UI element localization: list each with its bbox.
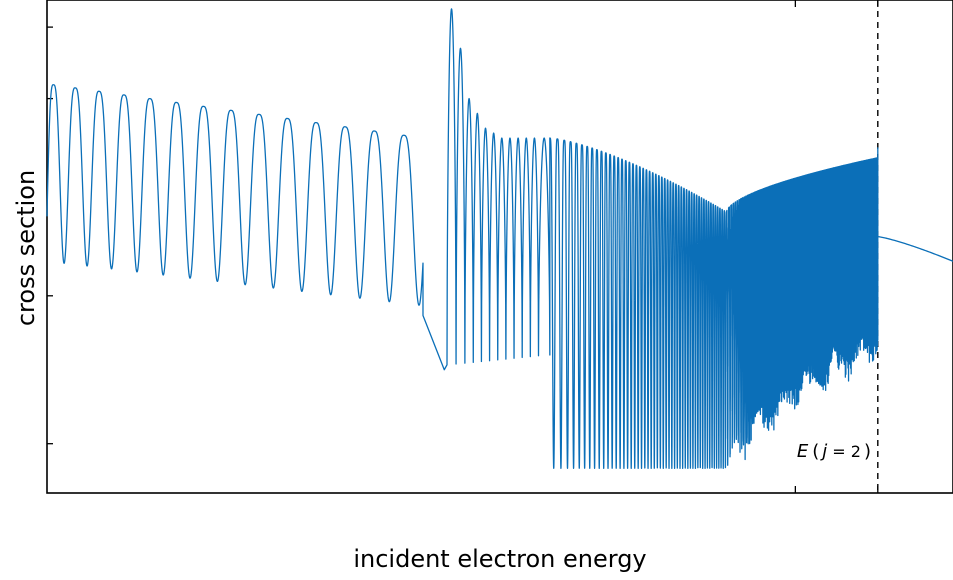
- threshold-label-open: (: [812, 441, 819, 462]
- plot-frame: [46, 0, 953, 494]
- cross-section-curve: [46, 8, 953, 469]
- x-axis-title: incident electron energy: [353, 545, 646, 573]
- y-axis-title: cross section: [12, 170, 40, 326]
- threshold-label-j: j: [819, 441, 827, 462]
- threshold-label-close: ): [864, 441, 871, 462]
- threshold-label-e: E: [797, 441, 809, 462]
- threshold-label-eq: = 2: [832, 442, 861, 461]
- threshold-label: E(j = 2): [797, 441, 871, 462]
